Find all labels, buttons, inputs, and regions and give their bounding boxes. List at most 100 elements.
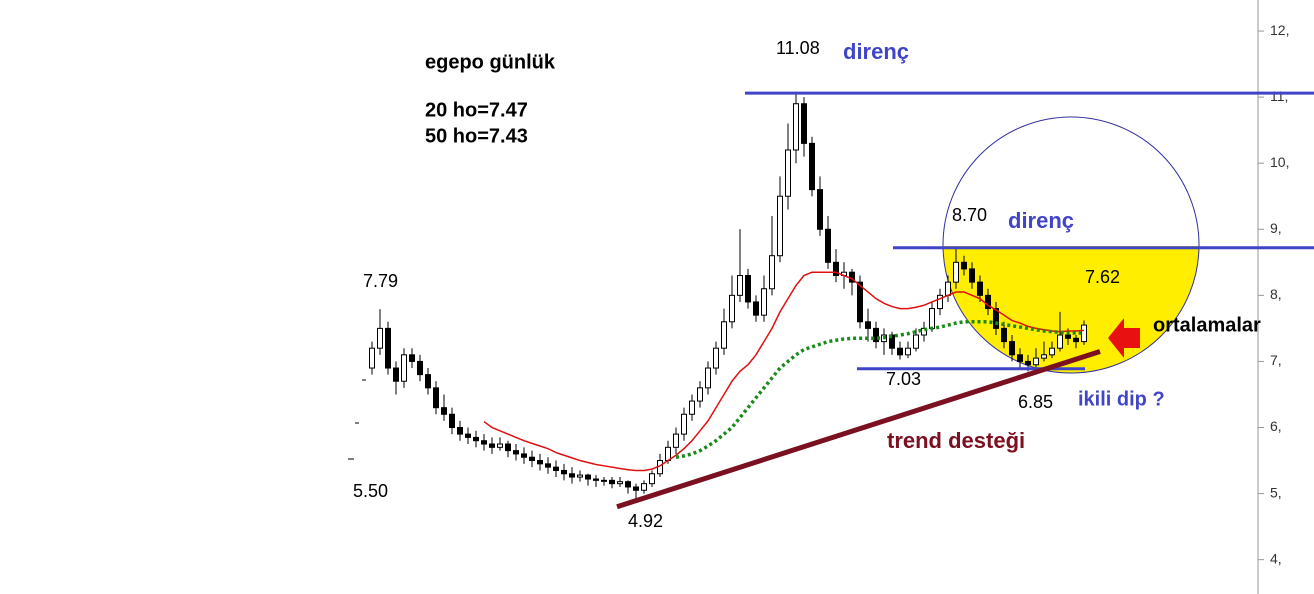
candle-body	[689, 400, 695, 415]
annotation: 5.50	[353, 481, 388, 501]
candle-body	[497, 443, 503, 448]
candle-body	[577, 474, 583, 478]
candle-body	[777, 195, 783, 257]
candle-body	[945, 281, 951, 296]
y-tick-label: 8,	[1270, 286, 1282, 302]
annotation: trend desteği	[887, 428, 1025, 453]
y-tick-label: 5,	[1270, 484, 1282, 500]
annotation: 20 ho=7.47	[425, 99, 528, 121]
annotation: 7.03	[886, 369, 921, 389]
candle-body	[513, 450, 519, 455]
candle-body	[913, 334, 919, 349]
candle-body	[993, 308, 999, 329]
candle-body	[457, 426, 463, 435]
candle-body	[697, 387, 703, 402]
candle-body	[977, 281, 983, 296]
y-tick-label: 10,	[1270, 154, 1289, 170]
candle-body	[929, 308, 935, 329]
candle-body	[1073, 337, 1079, 343]
candle-body	[505, 443, 511, 452]
annotation: direnç	[1008, 208, 1074, 233]
candle-body	[585, 474, 591, 480]
annotation: ikili dip ?	[1078, 388, 1165, 410]
y-tick-label: 11,	[1270, 88, 1288, 104]
annotation: direnç	[843, 39, 909, 64]
annotation: ortalamalar	[1153, 314, 1261, 336]
candle-body	[425, 374, 431, 389]
candle-body	[609, 479, 615, 485]
candle-body	[553, 466, 559, 471]
candle-body	[1009, 341, 1015, 356]
candle-body	[569, 473, 575, 478]
candle-body	[1081, 324, 1087, 343]
y-tick-label: 4,	[1270, 550, 1282, 566]
candle-body	[441, 407, 447, 415]
candle-body	[937, 294, 943, 310]
candle-body	[529, 456, 535, 462]
candle-body	[857, 281, 863, 323]
candle-body	[953, 261, 959, 283]
y-tick-label: 12,	[1270, 22, 1289, 38]
candle-body	[369, 347, 375, 369]
candle-body	[713, 347, 719, 369]
annotation: 6.85	[1018, 392, 1053, 412]
candle-body	[601, 479, 607, 482]
candle-body	[537, 460, 543, 465]
candle-body	[385, 327, 391, 369]
candle-body	[889, 334, 895, 349]
candle-body	[1049, 347, 1055, 356]
trend-line	[616, 349, 1101, 510]
candle-body	[801, 103, 807, 144]
moving-average	[483, 271, 1085, 472]
candle-body	[481, 440, 487, 445]
candle-body	[633, 486, 639, 491]
candle-body	[393, 367, 399, 382]
y-tick-label: 9,	[1270, 220, 1282, 236]
candle-body	[769, 255, 775, 290]
candle-body	[1001, 327, 1007, 343]
candle-body	[641, 483, 647, 491]
candle-body	[625, 481, 631, 488]
candle-body	[409, 354, 415, 362]
candle-body	[617, 481, 623, 485]
candle-body	[905, 347, 911, 356]
candle-body	[417, 360, 423, 376]
candle-body	[1065, 334, 1071, 339]
annotation: 7.62	[1085, 267, 1120, 287]
candle-body	[1057, 334, 1063, 349]
annotation: 4.92	[628, 511, 663, 531]
candle-body	[969, 268, 975, 283]
moving-average	[675, 320, 1084, 459]
candle-body	[705, 367, 711, 389]
candle-body	[721, 321, 727, 349]
annotation: 50 ho=7.43	[425, 125, 528, 147]
candle-body	[833, 261, 839, 277]
candle-body	[809, 142, 815, 191]
candle-body	[1033, 357, 1039, 366]
annotation: 8.70	[952, 205, 987, 225]
candle-body	[1017, 354, 1023, 362]
candle-body	[473, 436, 479, 442]
candle-body	[377, 327, 383, 349]
candle-body	[737, 275, 743, 296]
candle-body	[1025, 360, 1031, 366]
arrow	[1108, 318, 1140, 358]
candle-body	[561, 469, 567, 475]
candle-body	[745, 275, 751, 303]
candle-body	[817, 189, 823, 230]
candle-body	[521, 453, 527, 458]
candle-body	[649, 473, 655, 485]
candle-body	[785, 149, 791, 197]
candle-body	[793, 103, 799, 151]
annotation: egepo günlük	[425, 51, 556, 73]
y-tick-label: 7,	[1270, 352, 1282, 368]
candle-body	[673, 433, 679, 448]
candle-body	[985, 294, 991, 310]
candle-body	[761, 288, 767, 316]
annotation: 7.79	[363, 271, 398, 291]
candle-body	[753, 301, 759, 316]
candle-body	[449, 413, 455, 428]
candle-body	[681, 413, 687, 435]
candle-body	[729, 294, 735, 323]
